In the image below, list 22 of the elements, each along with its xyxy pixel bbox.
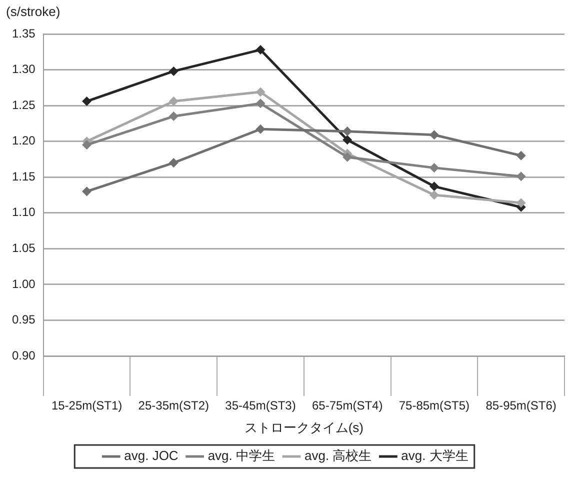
x-tick-label: 65-75m(ST4) <box>312 398 383 413</box>
x-tick-label: 35-45m(ST3) <box>225 398 296 413</box>
y-tick-label: 1.10 <box>12 205 36 220</box>
y-tick-label: 1.15 <box>12 169 36 184</box>
legend-label: avg. 高校生 <box>304 448 372 464</box>
y-tick-label: 1.25 <box>12 98 36 112</box>
y-tick-label: 1.30 <box>12 62 36 76</box>
y-tick-label: 0.95 <box>12 312 36 327</box>
x-tick-label: 85-95m(ST6) <box>486 398 556 413</box>
y-tick-label: 1.05 <box>12 240 36 255</box>
y-axis-title: (s/stroke) <box>6 4 60 20</box>
x-tick-label: 15-25m(ST1) <box>51 398 122 413</box>
x-axis-title: ストロークタイム(s) <box>244 420 364 435</box>
legend-label: avg. JOC <box>124 448 178 464</box>
legend-label: avg. 大学生 <box>401 448 468 464</box>
legend-label: avg. 中学生 <box>208 448 276 464</box>
x-tick-label: 25-35m(ST2) <box>138 398 209 413</box>
y-tick-label: 1.00 <box>12 276 36 291</box>
y-tick-label: 1.20 <box>12 134 36 148</box>
y-tick-label: 1.35 <box>12 26 36 40</box>
y-tick-label: 0.90 <box>12 348 36 362</box>
x-tick-label: 75-85m(ST5) <box>398 398 470 413</box>
